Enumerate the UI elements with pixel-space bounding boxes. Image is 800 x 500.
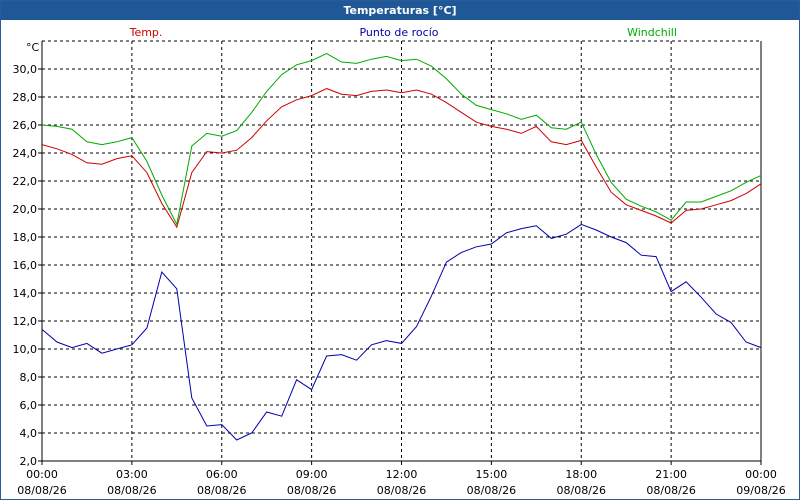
- legend-punto-de-roc-o: Punto de rocío: [359, 26, 438, 39]
- series-line-windchill: [41, 53, 762, 226]
- x-tick-time-label: 00:00: [26, 468, 58, 481]
- x-tick-date-label: 09/08/26: [736, 484, 785, 497]
- x-tick-time-label: 03:00: [116, 468, 148, 481]
- x-tick-time-label: 18:00: [565, 468, 597, 481]
- series-line-punto-de-roc-o: [41, 223, 762, 441]
- x-tick-date-label: 08/08/26: [17, 484, 66, 497]
- series-line-temp: [41, 88, 762, 229]
- x-tick-time-label: 15:00: [476, 468, 508, 481]
- x-tick-date-label: 08/08/26: [377, 484, 426, 497]
- x-tick-date-label: 08/08/26: [646, 484, 695, 497]
- chart-svg: 2,0 4,0 6,0 8,0 10,0 12,0 14,0 16,0 18,0 20,0 22,0…: [13, 26, 786, 497]
- y-axis-label: °C: [26, 41, 40, 54]
- x-tick-time-label: 09:00: [296, 468, 328, 481]
- y-tick-label: 24,0: [13, 147, 38, 160]
- temperature-chart: 2,0 4,0 6,0 8,0 10,0 12,0 14,0 16,0 18,0 20,0 22,0…: [1, 20, 799, 499]
- y-tick-label: 18,0: [13, 231, 38, 244]
- y-tick-label: 22,0: [13, 175, 38, 188]
- y-tick-label: 4,0: [20, 427, 38, 440]
- x-tick-time-label: 06:00: [206, 468, 238, 481]
- x-tick-date-label: 08/08/26: [467, 484, 516, 497]
- x-tick-time-label: 21:00: [655, 468, 687, 481]
- y-tick-label: 20,0: [13, 203, 38, 216]
- y-tick-label: 30,0: [13, 63, 38, 76]
- legend-windchill: Windchill: [627, 26, 677, 39]
- x-tick-date-label: 08/08/26: [557, 484, 606, 497]
- legend-temp: Temp.: [129, 26, 163, 39]
- window-title: Temperaturas [°C]: [1, 1, 799, 20]
- x-tick-time-label: 12:00: [386, 468, 418, 481]
- x-tick-date-label: 08/08/26: [107, 484, 156, 497]
- y-tick-label: 26,0: [13, 119, 38, 132]
- x-tick-date-label: 08/08/26: [197, 484, 246, 497]
- y-tick-label: 16,0: [13, 259, 38, 272]
- y-tick-label: 8,0: [20, 371, 38, 384]
- y-tick-label: 14,0: [13, 287, 38, 300]
- y-tick-label: 6,0: [20, 399, 38, 412]
- x-tick-time-label: 00:00: [745, 468, 777, 481]
- y-tick-label: 10,0: [13, 343, 38, 356]
- x-tick-date-label: 08/08/26: [287, 484, 336, 497]
- y-tick-label: 2,0: [20, 455, 38, 468]
- y-tick-label: 28,0: [13, 91, 38, 104]
- y-tick-label: 12,0: [13, 315, 38, 328]
